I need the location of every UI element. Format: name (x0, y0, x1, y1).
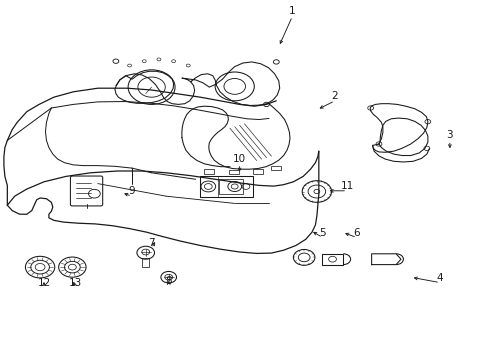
Text: 2: 2 (331, 91, 338, 101)
Bar (219, 179, 242, 194)
Bar (321, 254, 343, 265)
Text: 13: 13 (69, 278, 82, 288)
Text: 1: 1 (288, 6, 295, 16)
Text: 11: 11 (340, 181, 353, 191)
Bar (142, 258, 149, 267)
Text: 5: 5 (319, 228, 325, 238)
Text: 6: 6 (353, 228, 360, 238)
Bar (271, 166, 281, 170)
Bar (204, 169, 214, 174)
Text: 9: 9 (128, 186, 135, 196)
Bar (228, 170, 238, 174)
Text: 8: 8 (165, 276, 172, 286)
Bar (199, 176, 253, 197)
Text: 7: 7 (148, 238, 155, 248)
Text: 3: 3 (446, 130, 452, 140)
Text: 12: 12 (37, 278, 51, 288)
Bar (253, 169, 263, 174)
Text: 4: 4 (436, 273, 443, 283)
Text: 10: 10 (233, 154, 245, 164)
